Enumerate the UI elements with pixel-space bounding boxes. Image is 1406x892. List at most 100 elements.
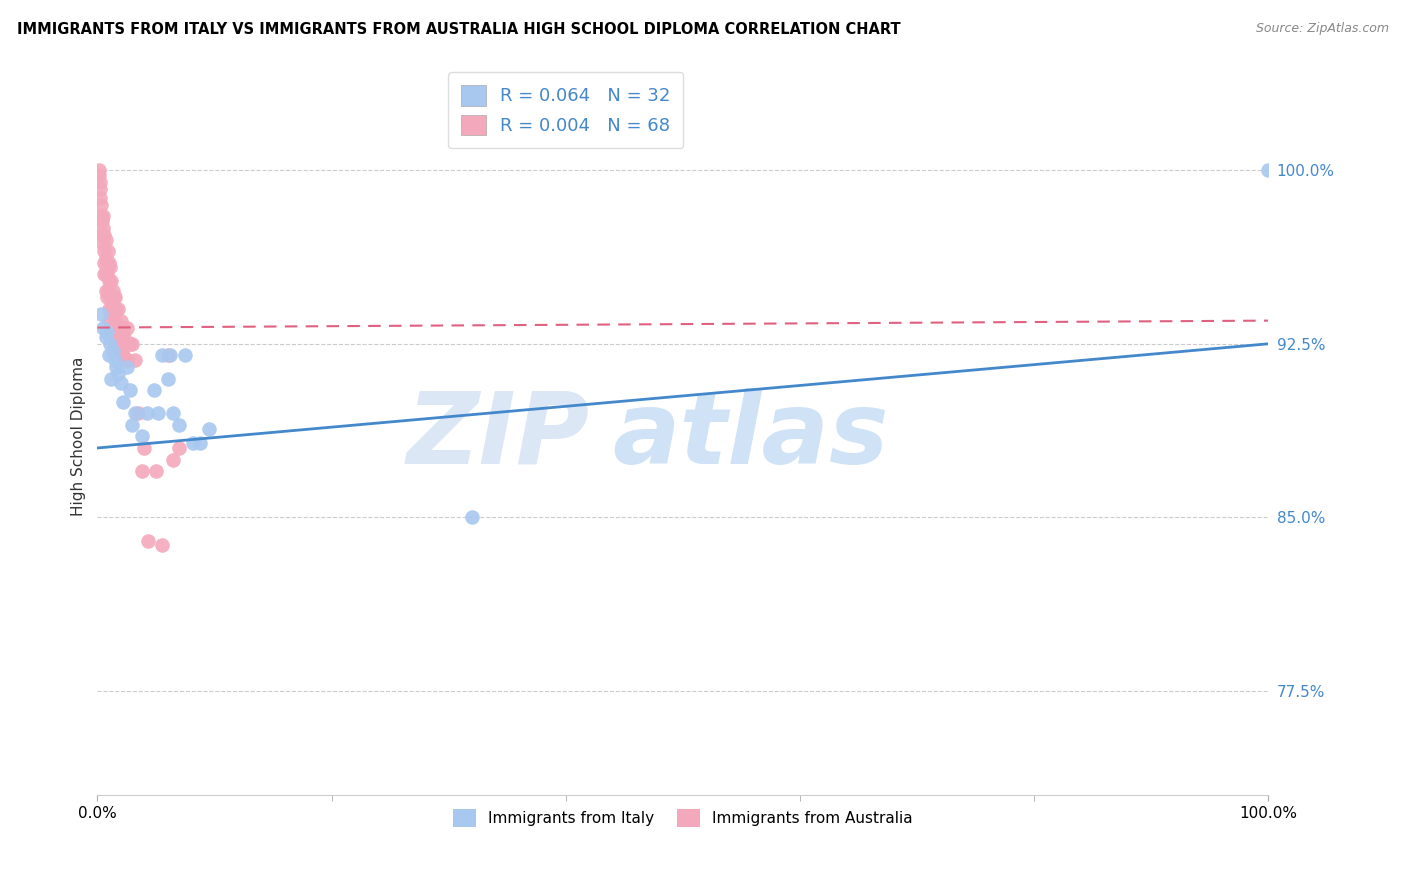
Point <box>103 290 125 304</box>
Point <box>169 417 191 432</box>
Point <box>98 256 121 270</box>
Point <box>104 336 127 351</box>
Point <box>104 313 127 327</box>
Point <box>97 284 120 298</box>
Point <box>127 406 149 420</box>
Point <box>461 510 484 524</box>
Point <box>159 348 181 362</box>
Point <box>97 260 120 275</box>
Point <box>98 348 121 362</box>
Point <box>94 268 117 282</box>
Point <box>174 348 197 362</box>
Point <box>93 268 115 282</box>
Point <box>100 371 122 385</box>
Point <box>94 284 117 298</box>
Point <box>136 533 159 548</box>
Point <box>91 210 114 224</box>
Point <box>124 406 146 420</box>
Point <box>90 198 112 212</box>
Point <box>98 290 121 304</box>
Point <box>87 163 110 178</box>
Point <box>108 320 131 334</box>
Point <box>94 233 117 247</box>
Point <box>169 441 191 455</box>
Point <box>156 348 179 362</box>
Y-axis label: High School Diploma: High School Diploma <box>72 357 86 516</box>
Point <box>156 371 179 385</box>
Point <box>105 359 128 374</box>
Point <box>104 353 127 368</box>
Point <box>93 227 115 242</box>
Point <box>100 325 122 339</box>
Point <box>150 348 173 362</box>
Point <box>93 244 115 259</box>
Point <box>91 237 114 252</box>
Point <box>101 343 124 358</box>
Point <box>112 320 135 334</box>
Point <box>100 274 122 288</box>
Point <box>87 168 110 182</box>
Legend: Immigrants from Italy, Immigrants from Australia: Immigrants from Italy, Immigrants from A… <box>446 802 921 834</box>
Point <box>134 441 156 455</box>
Point <box>135 406 157 420</box>
Point <box>110 376 132 391</box>
Point <box>120 383 142 397</box>
Point <box>98 260 121 275</box>
Point <box>91 221 114 235</box>
Point <box>131 464 153 478</box>
Point <box>150 538 173 552</box>
Text: ZIP: ZIP <box>406 388 589 485</box>
Point <box>107 336 129 351</box>
Point <box>94 251 117 265</box>
Point <box>98 274 121 288</box>
Point <box>89 181 111 195</box>
Point <box>162 406 184 420</box>
Text: IMMIGRANTS FROM ITALY VS IMMIGRANTS FROM AUSTRALIA HIGH SCHOOL DIPLOMA CORRELATI: IMMIGRANTS FROM ITALY VS IMMIGRANTS FROM… <box>17 22 900 37</box>
Point <box>183 436 205 450</box>
Point <box>112 330 135 344</box>
Point <box>115 359 138 374</box>
Point <box>91 214 114 228</box>
Point <box>120 336 142 351</box>
Point <box>96 325 118 339</box>
Point <box>90 307 112 321</box>
Point <box>111 330 134 344</box>
Point <box>96 268 118 282</box>
Point <box>112 394 135 409</box>
Point <box>100 301 122 316</box>
Point <box>110 343 132 358</box>
Point <box>145 464 167 478</box>
Point <box>101 307 124 321</box>
Point <box>131 429 153 443</box>
Point <box>110 313 132 327</box>
Point <box>142 383 165 397</box>
Point <box>94 330 117 344</box>
Point <box>107 301 129 316</box>
Point <box>115 320 138 334</box>
Point <box>121 417 143 432</box>
Text: Source: ZipAtlas.com: Source: ZipAtlas.com <box>1256 22 1389 36</box>
Point <box>98 313 121 327</box>
Point <box>162 452 184 467</box>
Point <box>105 301 128 316</box>
Point <box>1257 163 1279 178</box>
Point <box>98 336 121 351</box>
Point <box>104 290 127 304</box>
Point <box>105 330 128 344</box>
Point <box>97 244 120 259</box>
Point <box>121 336 143 351</box>
Point <box>107 367 129 381</box>
Point <box>93 256 115 270</box>
Point <box>112 348 135 362</box>
Point <box>89 191 111 205</box>
Point <box>117 353 139 368</box>
Point <box>105 320 128 334</box>
Point <box>96 290 118 304</box>
Point <box>103 320 125 334</box>
Point <box>124 353 146 368</box>
Point <box>148 406 170 420</box>
Point <box>90 210 112 224</box>
Point <box>89 175 111 189</box>
Point <box>197 422 219 436</box>
Point <box>91 227 114 242</box>
